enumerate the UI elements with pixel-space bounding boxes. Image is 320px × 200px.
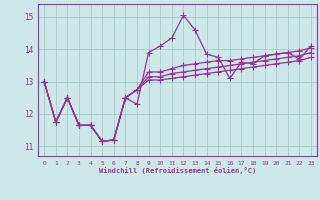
X-axis label: Windchill (Refroidissement éolien,°C): Windchill (Refroidissement éolien,°C) — [99, 167, 256, 174]
